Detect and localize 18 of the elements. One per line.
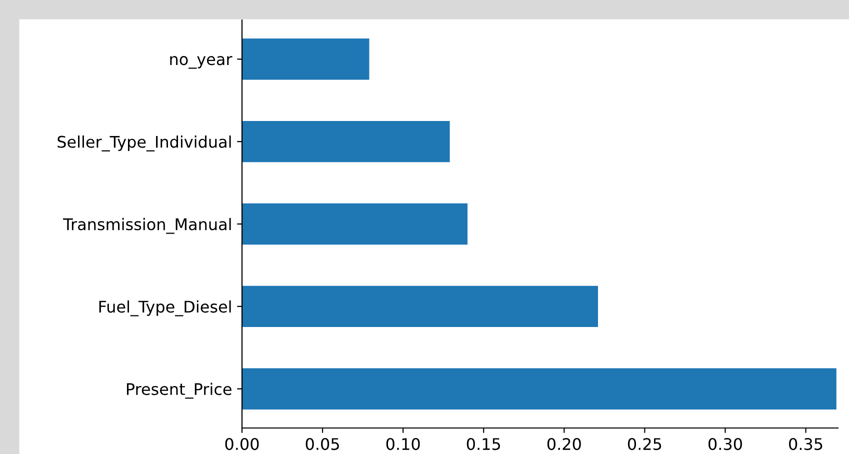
x-tick-label: 0.30 [708, 438, 742, 450]
x-tick-label: 0.00 [225, 438, 259, 450]
x-tick-label: 0.05 [306, 438, 339, 450]
y-tick-label: Transmission_Manual [63, 218, 231, 234]
y-tick-label: Fuel_Type_Diesel [99, 300, 231, 316]
bar [242, 203, 468, 245]
y-tick-label: no_year [170, 56, 232, 69]
y-tick-label: Present_Price [126, 382, 232, 399]
x-tick-label: 0.10 [386, 438, 420, 450]
x-tick-label: 0.25 [628, 438, 662, 450]
bar [242, 120, 450, 162]
bar [242, 368, 836, 410]
bar [242, 38, 370, 80]
bar [242, 286, 598, 328]
y-tick-label: Seller_Type_Individual [58, 136, 231, 152]
x-tick-label: 0.35 [789, 438, 822, 450]
x-tick-label: 0.15 [466, 438, 500, 450]
x-tick-label: 0.20 [547, 438, 581, 450]
